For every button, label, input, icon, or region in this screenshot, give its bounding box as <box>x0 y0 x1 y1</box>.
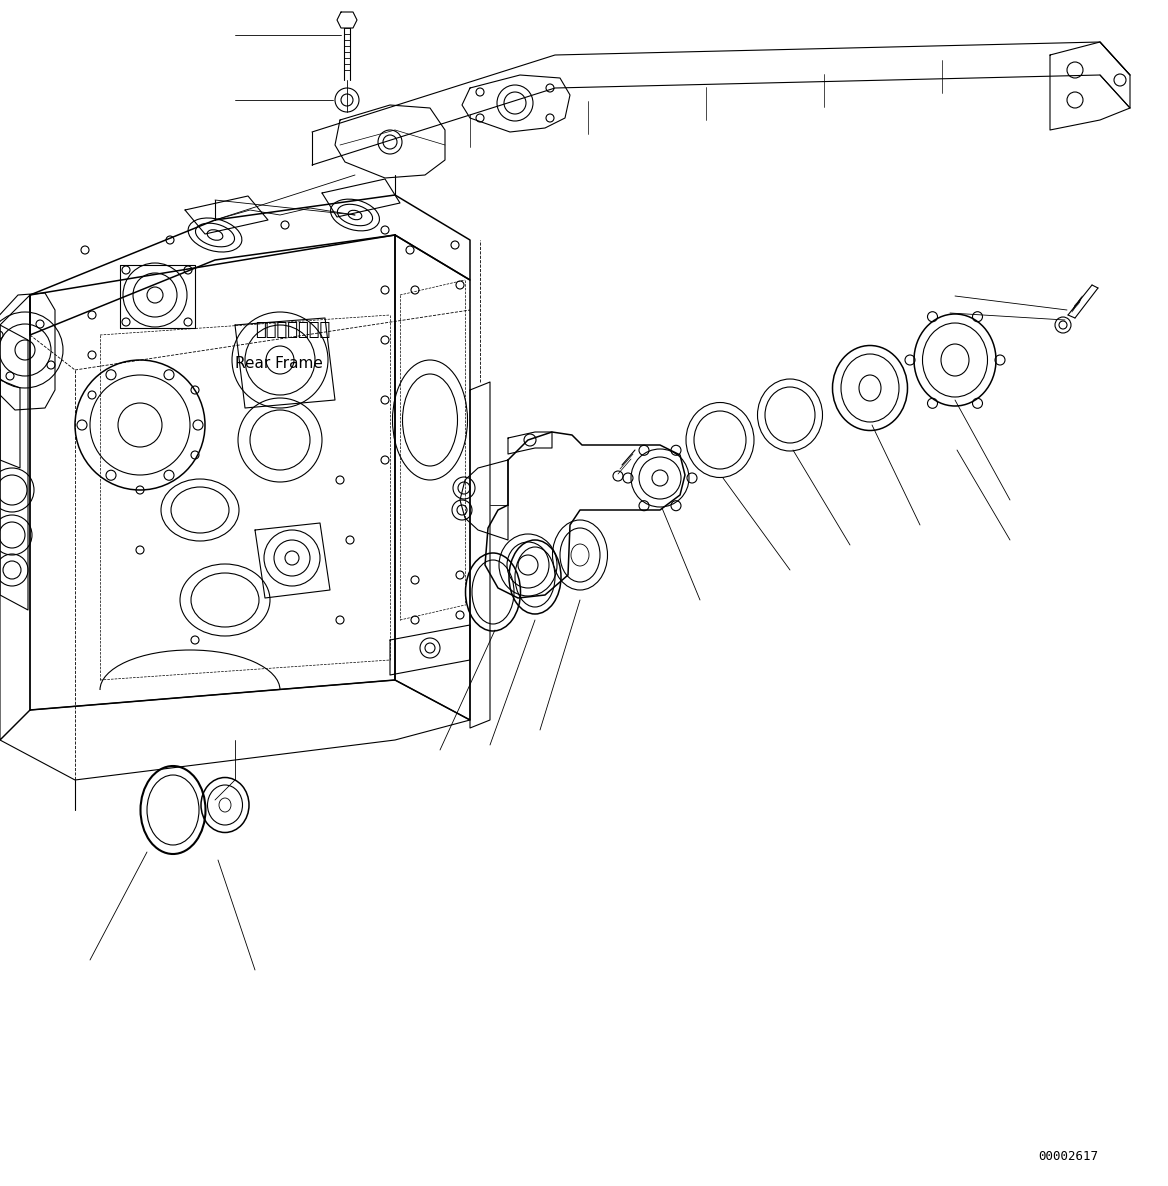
Text: リヤーフレーム: リヤーフレーム <box>255 321 331 339</box>
Text: 00002617: 00002617 <box>1038 1150 1098 1163</box>
Text: Rear Frame: Rear Frame <box>235 356 322 371</box>
